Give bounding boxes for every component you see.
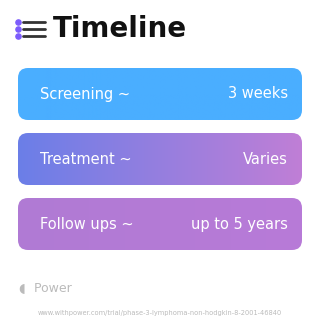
Text: Treatment ~: Treatment ~ xyxy=(40,151,132,166)
Text: up to 5 years: up to 5 years xyxy=(191,216,288,232)
Text: 3 weeks: 3 weeks xyxy=(228,87,288,101)
Text: Follow ups ~: Follow ups ~ xyxy=(40,216,134,232)
Text: Timeline: Timeline xyxy=(53,15,187,43)
Text: Screening ~: Screening ~ xyxy=(40,87,130,101)
Text: www.withpower.com/trial/phase-3-lymphoma-non-hodgkin-8-2001-46840: www.withpower.com/trial/phase-3-lymphoma… xyxy=(38,310,282,316)
Text: ◖: ◖ xyxy=(18,283,25,296)
Text: Power: Power xyxy=(30,283,72,296)
Text: Varies: Varies xyxy=(243,151,288,166)
